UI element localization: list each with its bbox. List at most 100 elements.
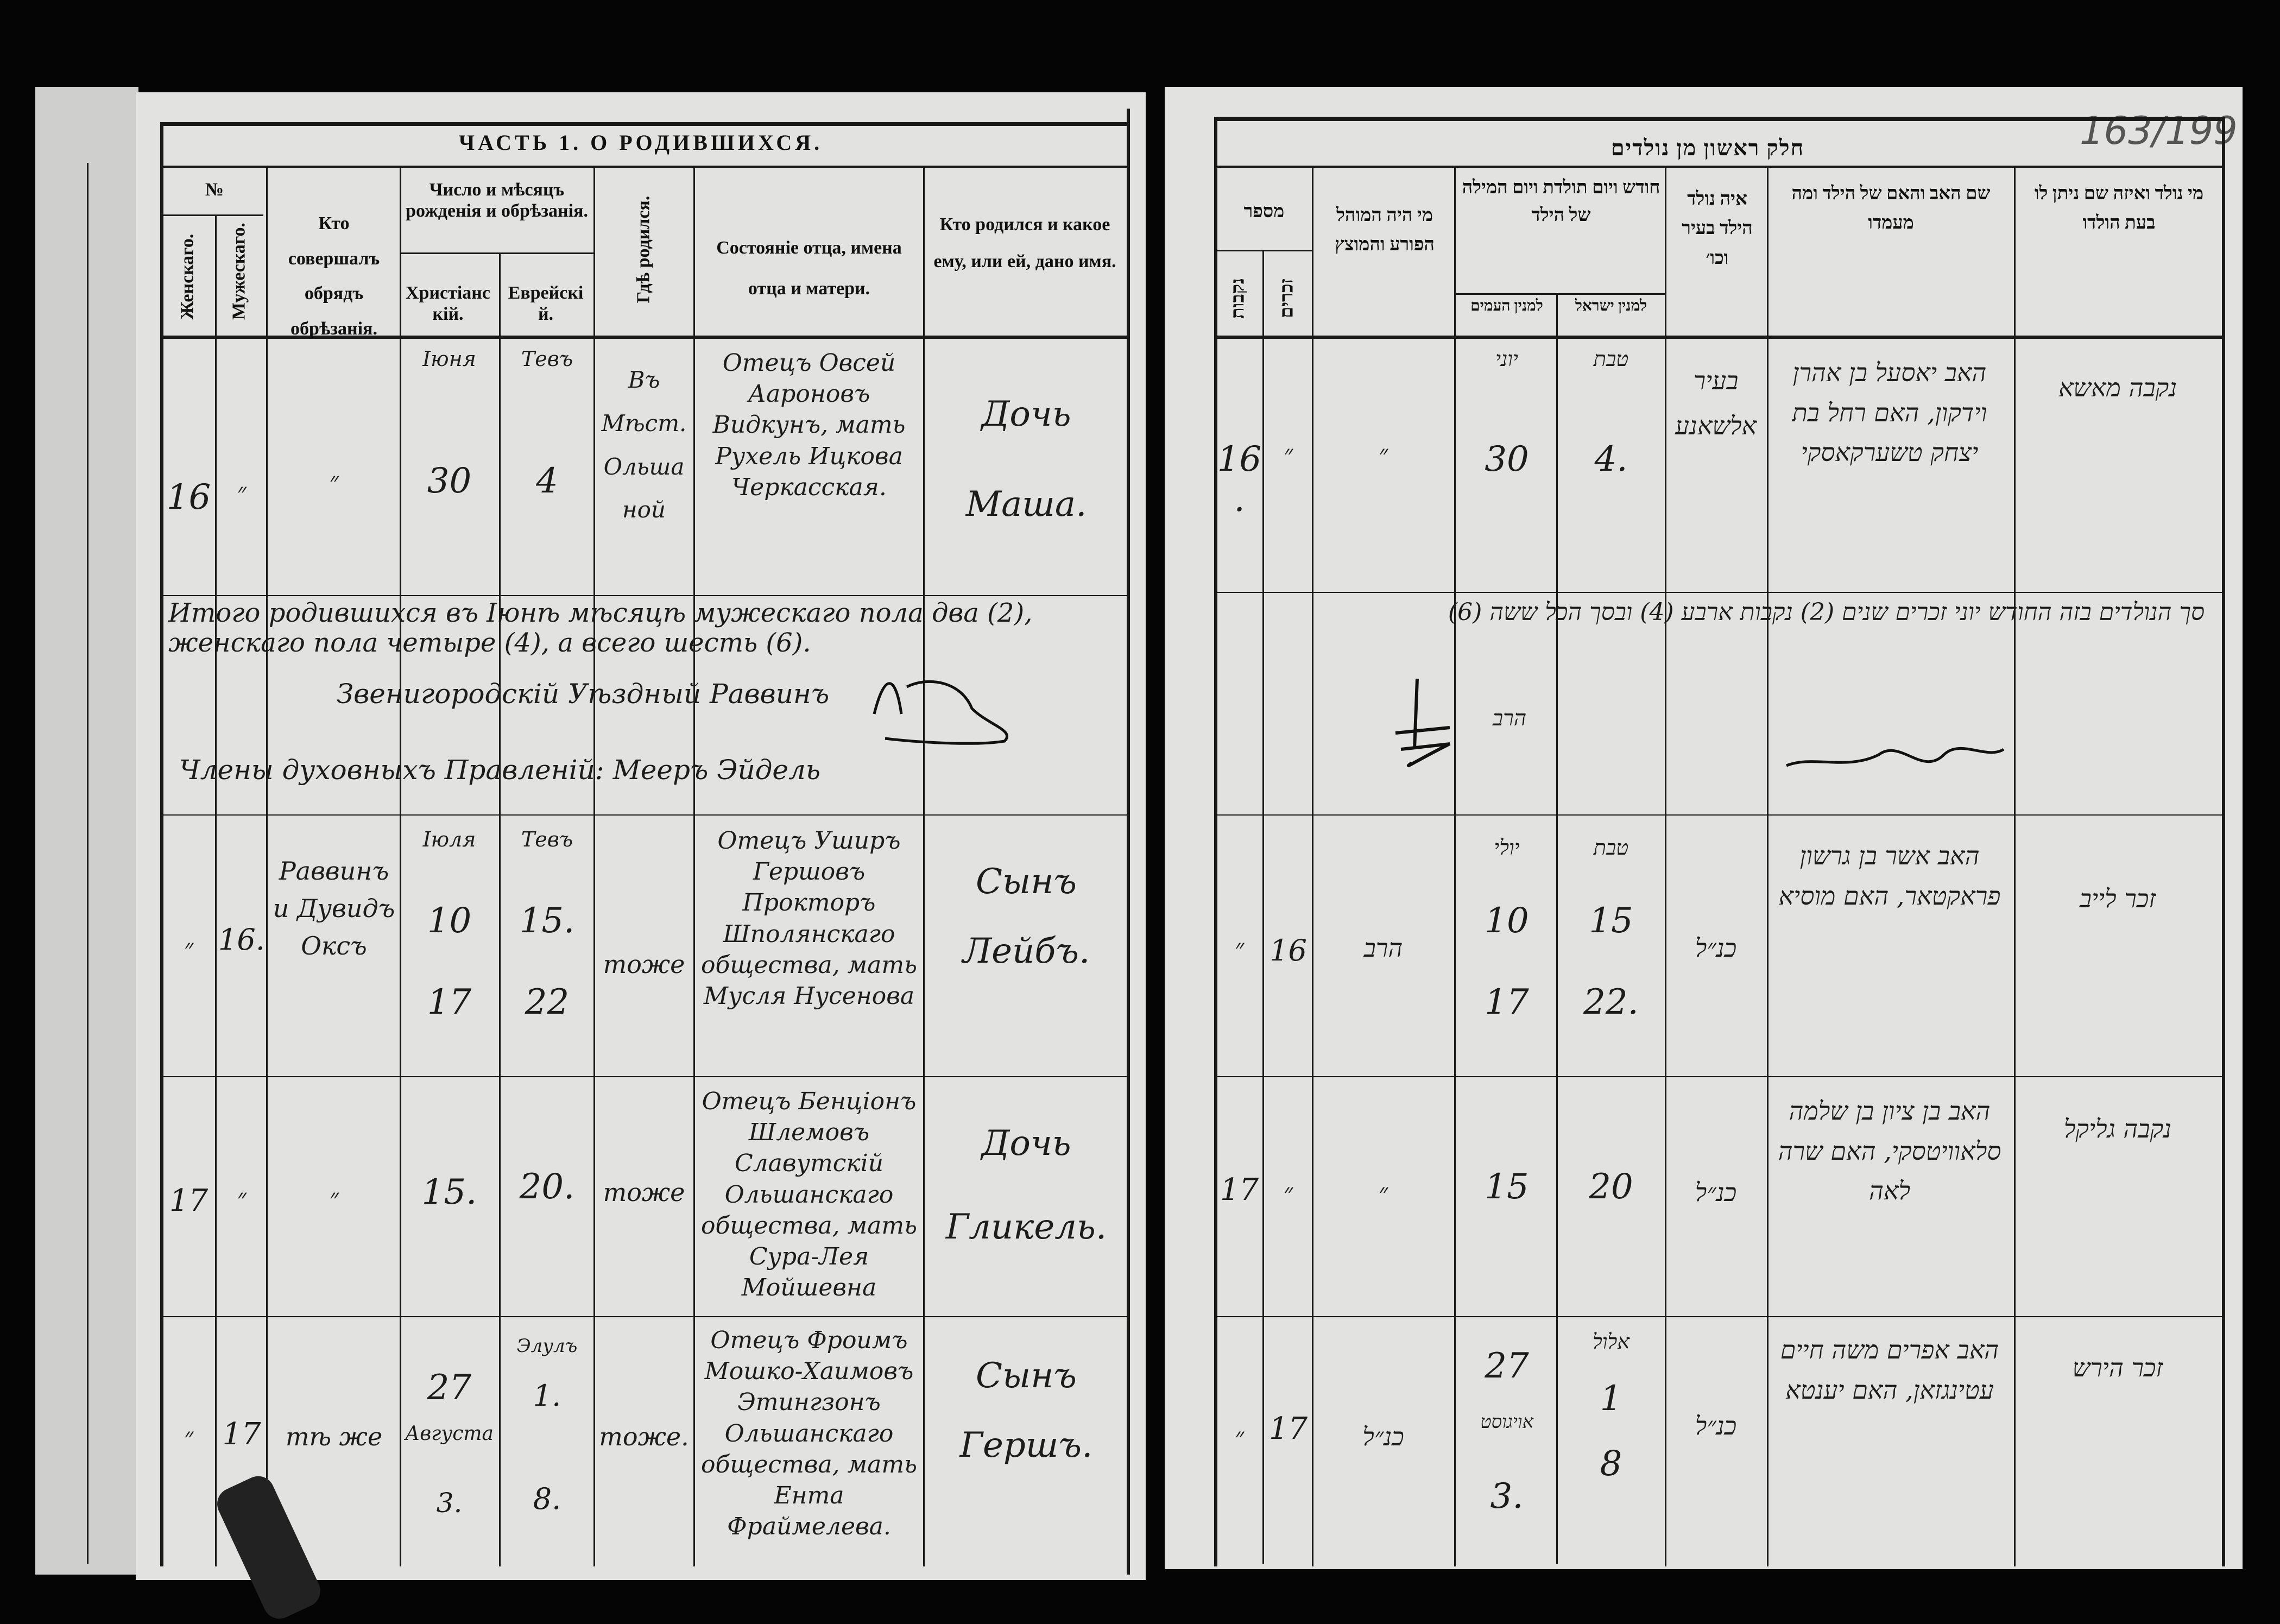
header-male: Мужескаго. xyxy=(229,222,249,320)
summary-text: סך הנולדים בזה החודש יוני זכרים שנים (2)… xyxy=(1448,598,2205,626)
christian-month: Іюля xyxy=(422,827,476,851)
rule xyxy=(1214,592,2224,593)
child-name: זכר הירש xyxy=(2072,1353,2163,1382)
jewish-circumcision: 22. xyxy=(1583,982,1639,1022)
header-female-he: נקבות xyxy=(1228,278,1248,319)
rule xyxy=(1214,1316,2224,1317)
rule xyxy=(499,252,501,1566)
jewish-month: טבת xyxy=(1593,347,1629,371)
secular-birth: 30 xyxy=(1485,439,1529,479)
header-place-he: איה נולד הילד בעיר וכו׳ xyxy=(1682,189,1753,268)
rule xyxy=(1556,293,1558,1564)
child-name: Дочь Маша. xyxy=(965,394,1087,525)
secular-circumcision: 3. xyxy=(1490,1476,1524,1516)
parents: האב יאסעל בן אהרן וידקון, האם רחל בת יצח… xyxy=(1792,358,1987,467)
leaf-rule xyxy=(87,163,89,1564)
birthplace: тоже. xyxy=(599,1422,689,1451)
jewish-birth: 20 xyxy=(1589,1167,1633,1207)
rabbi-signature xyxy=(873,680,1009,745)
parents: Отецъ Фроимъ Мошко-Хаимовъ Этингзонъ Оль… xyxy=(701,1326,917,1541)
female-number: ״ xyxy=(1234,1422,1245,1451)
rule xyxy=(160,1316,1127,1317)
birthplace: כנ״ל xyxy=(1695,933,1737,963)
child-name: זכר לייב xyxy=(2079,884,2156,913)
child-name: Дочь Гликель. xyxy=(945,1123,1107,1247)
rule xyxy=(1214,1076,2224,1077)
parents: Отецъ Уширъ Гершовъ Прокторъ Шполянскаго… xyxy=(701,827,917,1010)
rule xyxy=(160,1076,1127,1077)
circumciser: тѣ же xyxy=(285,1422,383,1451)
rule xyxy=(593,166,595,1566)
page-number: 163/199 xyxy=(2080,109,2238,153)
christian-month: Іюня xyxy=(422,347,476,371)
jewish-circumcision: 8 xyxy=(1600,1444,1622,1484)
header-child: Кто родился и какое ему, или ей, дано им… xyxy=(933,214,1116,271)
birthplace: בעיר אלשאנע xyxy=(1675,366,1757,440)
rule xyxy=(160,214,263,216)
rabbi-line: הרב xyxy=(1492,706,1527,731)
jewish-birth: 1 xyxy=(1600,1379,1622,1419)
female-number: 17 xyxy=(1220,1172,1259,1208)
jewish-birth: 4 xyxy=(536,461,558,501)
jewish-circumcision: 22 xyxy=(525,982,570,1022)
header-place: Гдѣ родился. xyxy=(633,195,654,304)
header-col-b-he: למנין ישראל xyxy=(1575,298,1647,314)
circumciser: ״ xyxy=(329,1183,339,1212)
male-number: 17 xyxy=(222,1417,261,1452)
header-number: № xyxy=(205,180,224,200)
male-number: ״ xyxy=(1283,439,1293,469)
female-number: 16. xyxy=(1217,439,1262,520)
male-number: 16. xyxy=(218,922,265,957)
parents: האב בן ציון בן שלמה סלאוויטסקי, האם שרה … xyxy=(1778,1096,2001,1206)
header-jewish: Еврейскій. xyxy=(508,283,584,325)
christian-circumcision: 17 xyxy=(427,982,472,1022)
christian-birth: 30 xyxy=(427,461,472,501)
header-dates-he: חודש ויום תולדת ויום המילה של הילד xyxy=(1462,178,1660,225)
jewish-month: אלול xyxy=(1592,1330,1630,1354)
rule xyxy=(160,595,1127,596)
christian-birth: 27 xyxy=(427,1368,472,1408)
rule xyxy=(1454,166,1456,1566)
rule xyxy=(2014,166,2016,1566)
rule xyxy=(923,166,925,1566)
right-page: חלק ראשון מן נולדים xyxy=(1165,87,2243,1569)
parents: האב אשר בן גרשון פראקטאר, האם מוסיא xyxy=(1778,841,2001,911)
rule xyxy=(1262,250,1264,1564)
header-dates: Число и мѣсяцъ рожденія и обрѣзанія. xyxy=(406,180,588,222)
header-male-he: זכרים xyxy=(1277,279,1297,319)
header-female: Женскаго. xyxy=(177,233,198,320)
female-number: 16 xyxy=(166,477,211,517)
header-number-he: מספר xyxy=(1243,201,1285,222)
rule xyxy=(160,166,1127,168)
jewish-month: Элулъ xyxy=(516,1335,578,1357)
jewish-birth: 15. xyxy=(519,901,575,941)
jewish-month: טבת xyxy=(1593,836,1629,860)
rule xyxy=(160,814,1127,816)
male-number: ״ xyxy=(1283,1178,1293,1207)
summary-text: Итого родившихся въ Іюнѣ мѣсяцѣ мужескаг… xyxy=(168,598,1033,659)
secular-month: יולי xyxy=(1494,836,1520,860)
left-page: ЧАСТЬ 1. О РОДИВШИХСЯ. xyxy=(136,92,1146,1580)
secular-circumcision: 17 xyxy=(1485,982,1529,1022)
left-page-title: ЧАСТЬ 1. О РОДИВШИХСЯ. xyxy=(458,130,823,155)
right-page-title: חלק ראשון מן נולדים xyxy=(1610,136,1805,160)
rule xyxy=(1454,293,1665,295)
rule xyxy=(266,166,268,1566)
rule xyxy=(693,166,695,1566)
mohel: הרב xyxy=(1363,933,1403,963)
header-circumciser: Кто совершалъ обрядъ обрѣзанія. xyxy=(288,213,380,339)
secular-birth: 15 xyxy=(1485,1167,1529,1207)
parents: Отецъ Овсей Аароновъ Видкунъ, мать Рухел… xyxy=(712,349,906,501)
rule xyxy=(1127,109,1130,1575)
jewish-birth: 20. xyxy=(519,1167,575,1207)
jewish-circumcision: 8. xyxy=(533,1482,561,1516)
female-number: ״ xyxy=(1234,933,1245,963)
female-number: ״ xyxy=(184,1422,194,1451)
birthplace: כנ״ל xyxy=(1695,1178,1737,1207)
christian-circumcision: 3. xyxy=(436,1487,463,1519)
christian-birth: 15. xyxy=(421,1172,477,1212)
child-name: Сынъ Гершъ. xyxy=(959,1356,1093,1465)
rule xyxy=(1312,166,1313,1566)
rule xyxy=(1214,336,2224,339)
rule xyxy=(215,214,217,1566)
